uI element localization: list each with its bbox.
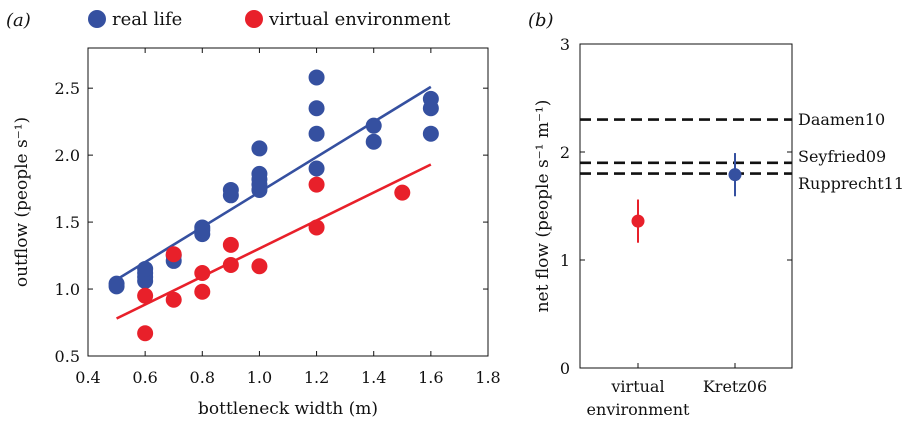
point-real-life: [108, 275, 125, 292]
point-real-life: [251, 165, 268, 182]
x-tick-label-a: 0.4: [75, 368, 100, 387]
point-virtual-environment: [194, 283, 211, 300]
y-tick-label-b: 2: [560, 143, 570, 162]
ref-label-seyfried09: Seyfried09: [798, 147, 886, 166]
category-label: virtual: [610, 377, 664, 396]
panel-b: (b) 0 1 2 3 Daamen10 Seyfried09 Rupprecht11 v…: [528, 10, 904, 419]
y-tick-label-a: 0.5: [55, 347, 80, 366]
y-axis-label-a: outflow (people s⁻¹): [12, 117, 32, 287]
legend-label-virtual-environment: virtual environment: [268, 9, 451, 30]
ref-label-daamen10: Daamen10: [798, 110, 885, 129]
point-virtual-environment: [194, 264, 211, 281]
x-tick-label-a: 1.2: [304, 368, 329, 387]
point-real-life: [251, 140, 268, 157]
x-tick-label-a: 1.8: [475, 368, 500, 387]
data-points-a: [108, 69, 439, 342]
y-tick-label-b: 0: [560, 359, 570, 378]
point-virtual-environment: [308, 176, 325, 193]
y-axis-label-b: net flow (people s⁻¹ m⁻¹): [533, 100, 553, 313]
mean-point: [728, 168, 742, 182]
point-real-life: [308, 160, 325, 177]
legend: real life virtual environment: [88, 9, 451, 30]
legend-marker-real-life: [88, 10, 106, 28]
x-tick-label-a: 0.6: [132, 368, 157, 387]
point-virtual-environment: [165, 291, 182, 308]
x-axis-label-a: bottleneck width (m): [198, 399, 378, 419]
mean-point: [631, 214, 645, 228]
point-virtual-environment: [308, 219, 325, 236]
y-tick-label-a: 2.0: [55, 146, 80, 165]
y-tick-label-a: 1.0: [55, 280, 80, 299]
fit-line-virtual-environment: [115, 163, 432, 320]
y-tick-label-b: 1: [560, 251, 570, 270]
plot-area-b: [579, 43, 793, 369]
point-virtual-environment: [137, 287, 154, 304]
x-tick-label-a: 0.8: [190, 368, 215, 387]
category-label: environment: [587, 400, 690, 419]
legend-marker-virtual-environment: [245, 10, 263, 28]
point-virtual-environment: [137, 325, 154, 342]
category-label: Kretz06: [703, 377, 767, 396]
data-points-b: [631, 153, 742, 243]
plot-area-a: [87, 47, 489, 357]
panel-b-label: (b): [528, 10, 554, 31]
point-real-life: [422, 90, 439, 107]
y-tick-label-a: 1.5: [55, 213, 80, 232]
fit-lines: [115, 85, 432, 320]
legend-label-real-life: real life: [112, 9, 182, 30]
axis-ticks-a: 0.4 0.6 0.8 1.0 1.2 1.4 1.6 1.8 0.5 1.0 1.5 2.0 2.5: [55, 48, 501, 387]
category-labels: virtual environment Kretz06: [587, 377, 768, 419]
y-tick-label-a: 2.5: [55, 79, 80, 98]
x-tick-label-a: 1.6: [418, 368, 443, 387]
point-virtual-environment: [222, 256, 239, 273]
axis-ticks-b: 0 1 2 3: [560, 35, 792, 378]
fit-line-real-life: [115, 85, 432, 281]
reference-lines: Daamen10 Seyfried09 Rupprecht11: [580, 110, 904, 193]
point-real-life: [308, 125, 325, 142]
panel-a-label: (a): [6, 10, 31, 31]
point-virtual-environment: [394, 184, 411, 201]
point-virtual-environment: [165, 246, 182, 263]
point-real-life: [137, 260, 154, 277]
point-real-life: [422, 125, 439, 142]
point-real-life: [365, 117, 382, 134]
panel-a: (a) real life virtual environment 0.4 0.6…: [6, 9, 501, 419]
x-tick-label-a: 1.4: [361, 368, 386, 387]
point-virtual-environment: [251, 258, 268, 275]
x-tick-label-a: 1.0: [247, 368, 272, 387]
point-real-life: [365, 133, 382, 150]
point-real-life: [222, 181, 239, 198]
ref-label-rupprecht11: Rupprecht11: [798, 174, 904, 193]
point-real-life: [308, 69, 325, 86]
y-tick-label-b: 3: [560, 35, 570, 54]
point-real-life: [194, 219, 211, 236]
point-real-life: [308, 100, 325, 117]
point-virtual-environment: [222, 236, 239, 253]
